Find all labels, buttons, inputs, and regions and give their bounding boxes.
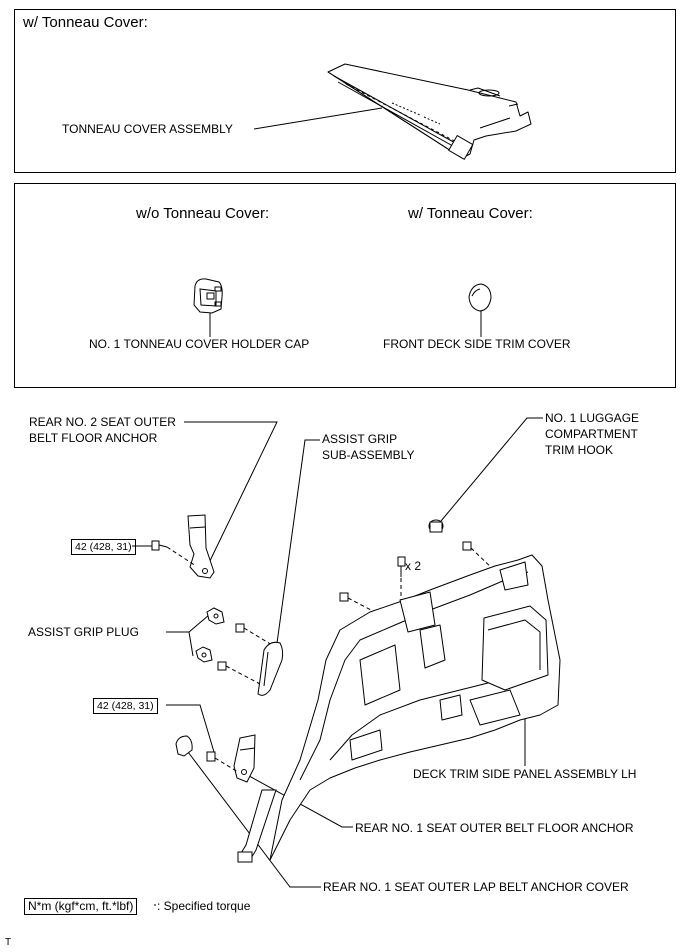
front-deck-cover-drawing [468, 283, 492, 312]
bolt-upper-left [151, 540, 168, 551]
tonneau-cover-leader [253, 107, 383, 130]
cover-options-panel [14, 183, 676, 388]
assist-grip-plug-label: ASSIST GRIP PLUG [28, 625, 139, 639]
grip-plug-upper [206, 607, 225, 625]
bolt-left-panel [339, 592, 349, 602]
grip-plug-leader [166, 614, 210, 633]
luggage-hook-label-line2: COMPARTMENT [545, 427, 638, 441]
bolt-x2 [397, 556, 406, 577]
luggage-hook-leader [440, 417, 543, 522]
luggage-hook-label-line3: TRIM HOOK [545, 443, 613, 457]
middle-panel-header-right: w/ Tonneau Cover: [408, 205, 533, 222]
tonneau-cover-panel [14, 9, 676, 173]
rear2-anchor-label-line2: BELT FLOOR ANCHOR [29, 431, 158, 445]
top-panel-header: w/ Tonneau Cover: [23, 14, 148, 31]
bolt-lower-anchor [206, 751, 216, 762]
grip-bolt-upper [235, 623, 245, 633]
deck-trim-side-panel-label: DECK TRIM SIDE PANEL ASSEMBLY LH [413, 767, 637, 781]
rear2-anchor-drawing [187, 514, 215, 579]
luggage-hook-label-line1: NO. 1 LUGGAGE [545, 411, 640, 425]
rear1-belt-strap-drawing [237, 789, 277, 863]
rear1-cover-leader [184, 747, 321, 888]
bolt-top-right [462, 541, 472, 551]
rear1-lap-anchor-cover-label: REAR NO. 1 SEAT OUTER LAP BELT ANCHOR CO… [323, 880, 629, 894]
legend-torque-box: N*m (kgf*cm, ft.*lbf) [24, 898, 138, 915]
rear2-anchor-leader [184, 421, 278, 568]
grip-plug-leader-2 [188, 631, 194, 657]
holder-cap-label: NO. 1 TONNEAU COVER HOLDER CAP [89, 337, 310, 351]
assist-grip-drawing [257, 641, 284, 696]
assist-grip-label-line2: SUB-ASSEMBLY [322, 448, 415, 462]
tonneau-cover-drawing [327, 63, 532, 160]
tonneau-cover-assembly-label: TONNEAU COVER ASSEMBLY [62, 122, 233, 136]
legend-torque-text: : Specified torque [157, 899, 251, 913]
lap-belt-anchor-cover-drawing [175, 735, 193, 757]
middle-panel-header-left: w/o Tonneau Cover: [136, 205, 270, 222]
bolt-quantity-label: x 2 [405, 559, 422, 573]
holder-cap-drawing [193, 278, 223, 314]
torque-spec-lower: 42 (428, 31) [93, 698, 158, 714]
deck-trim-side-panel-drawing [269, 554, 561, 861]
luggage-hook-drawing [428, 519, 444, 533]
grip-plug-lower [195, 646, 213, 663]
rear1-anchor-drawing [233, 734, 256, 783]
rear1-floor-anchor-label: REAR NO. 1 SEAT OUTER BELT FLOOR ANCHOR [355, 821, 634, 835]
torque-spec-upper: 42 (428, 31) [71, 539, 136, 555]
grip-bolt-lower [217, 661, 227, 671]
rear2-anchor-label-line1: REAR NO. 2 SEAT OUTER [29, 415, 176, 429]
torque-lower-leader [166, 704, 215, 753]
corner-mark: T [5, 937, 12, 948]
assist-grip-label-line1: ASSIST GRIP [322, 432, 398, 446]
front-deck-side-trim-cover-label: FRONT DECK SIDE TRIM COVER [383, 337, 571, 351]
assist-grip-leader [276, 439, 320, 644]
